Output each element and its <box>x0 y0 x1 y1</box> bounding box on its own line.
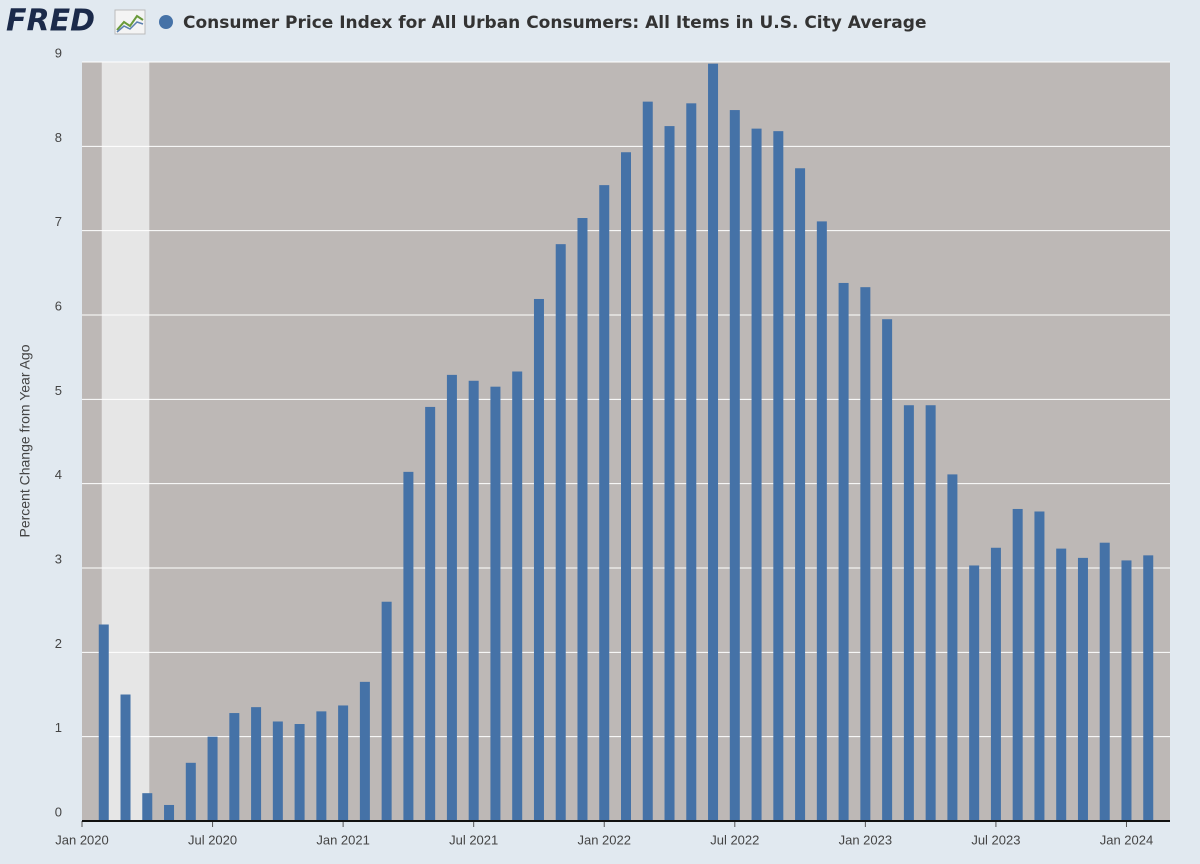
bar <box>729 110 740 821</box>
y-tick-label: 2 <box>55 636 62 651</box>
bar <box>990 547 1001 821</box>
bar <box>359 681 370 821</box>
bar <box>468 380 479 821</box>
bar <box>490 386 501 821</box>
bar <box>207 736 218 821</box>
legend-marker <box>159 15 173 29</box>
bar <box>512 371 523 821</box>
bar <box>621 152 631 821</box>
bar <box>185 762 196 821</box>
bar <box>599 185 610 822</box>
x-tick-label: Jan 2020 <box>55 832 109 847</box>
bar <box>425 406 436 821</box>
logo: FRED <box>6 4 95 39</box>
y-tick-label: 8 <box>55 130 62 145</box>
x-tick-label: Jul 2022 <box>710 832 759 847</box>
bar <box>860 287 871 821</box>
y-tick-label: 1 <box>55 720 62 735</box>
y-tick-label: 5 <box>55 383 62 398</box>
bar <box>120 694 131 821</box>
bar <box>251 707 262 821</box>
bar <box>272 721 283 821</box>
x-tick-label: Jul 2020 <box>188 832 237 847</box>
x-tick-label: Jul 2023 <box>971 832 1020 847</box>
bar <box>294 724 305 821</box>
y-tick-label: 9 <box>55 45 62 60</box>
bar <box>664 126 675 822</box>
x-tick-label: Jan 2021 <box>316 832 370 847</box>
bar <box>708 63 719 822</box>
y-tick-label: 0 <box>55 804 62 819</box>
y-tick-label: 4 <box>55 467 62 482</box>
bar <box>142 793 153 821</box>
bar <box>838 282 849 821</box>
bar <box>882 319 893 821</box>
bar <box>577 218 588 821</box>
bar <box>816 221 827 821</box>
bar <box>1121 560 1132 821</box>
bar <box>555 244 566 821</box>
y-tick-label: 7 <box>55 214 62 229</box>
x-tick-label: Jan 2023 <box>839 832 893 847</box>
y-tick-label: 3 <box>55 551 62 566</box>
x-tick-label: Jan 2024 <box>1100 832 1154 847</box>
bar <box>229 713 240 821</box>
bar <box>403 471 414 821</box>
logo-icon <box>114 9 146 35</box>
bar <box>686 103 697 821</box>
chart-title: Consumer Price Index for All Urban Consu… <box>183 13 926 33</box>
bar <box>947 474 958 821</box>
x-tick-label: Jan 2022 <box>577 832 631 847</box>
bar <box>1056 548 1067 821</box>
y-tick-label: 6 <box>55 298 62 313</box>
bar <box>533 298 544 821</box>
bar <box>969 565 980 821</box>
bar <box>164 804 175 821</box>
bar <box>1077 557 1088 821</box>
bar <box>1034 511 1045 821</box>
y-axis-label: Percent Change from Year Ago <box>17 344 33 537</box>
bar <box>751 128 762 821</box>
bar <box>903 405 914 821</box>
bar <box>446 374 457 821</box>
bar <box>1099 542 1110 821</box>
bar <box>795 168 806 821</box>
bar <box>773 131 784 822</box>
bar <box>925 405 936 821</box>
x-tick-label: Jul 2021 <box>449 832 498 847</box>
bar <box>338 705 349 821</box>
bar <box>1143 555 1154 821</box>
bar <box>381 601 392 821</box>
bar <box>98 624 109 821</box>
bar <box>1012 508 1023 821</box>
bar <box>642 101 653 822</box>
bar <box>316 711 327 821</box>
